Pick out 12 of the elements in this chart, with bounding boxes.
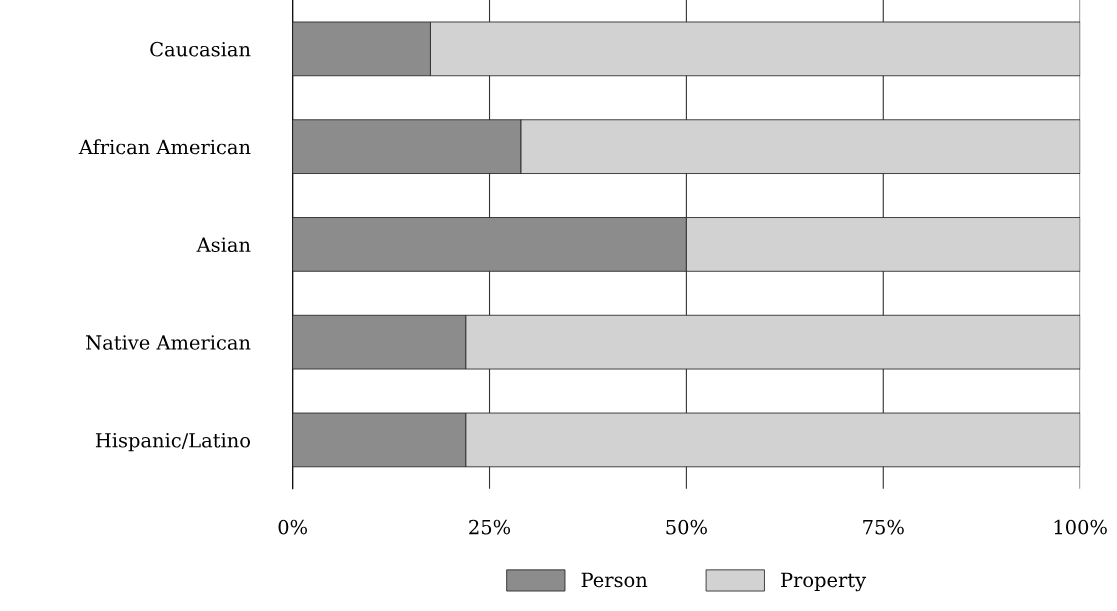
y-tick-label: Asian xyxy=(196,237,251,253)
x-tick-label: 100% xyxy=(1054,519,1107,535)
x-tick-label: 50% xyxy=(666,519,707,535)
y-tick-label: Caucasian xyxy=(150,41,251,57)
y-tick-label: African American xyxy=(78,139,251,155)
y-tick-label: Native American xyxy=(86,335,251,350)
x-tick-label: 75% xyxy=(863,519,904,535)
legend-label: Person xyxy=(581,572,648,588)
x-tick-label: 0% xyxy=(278,519,307,535)
x-tick-label: 25% xyxy=(469,519,511,535)
legend-label: Property xyxy=(781,572,867,592)
y-tick-label: Hispanic/Latino xyxy=(95,433,251,452)
